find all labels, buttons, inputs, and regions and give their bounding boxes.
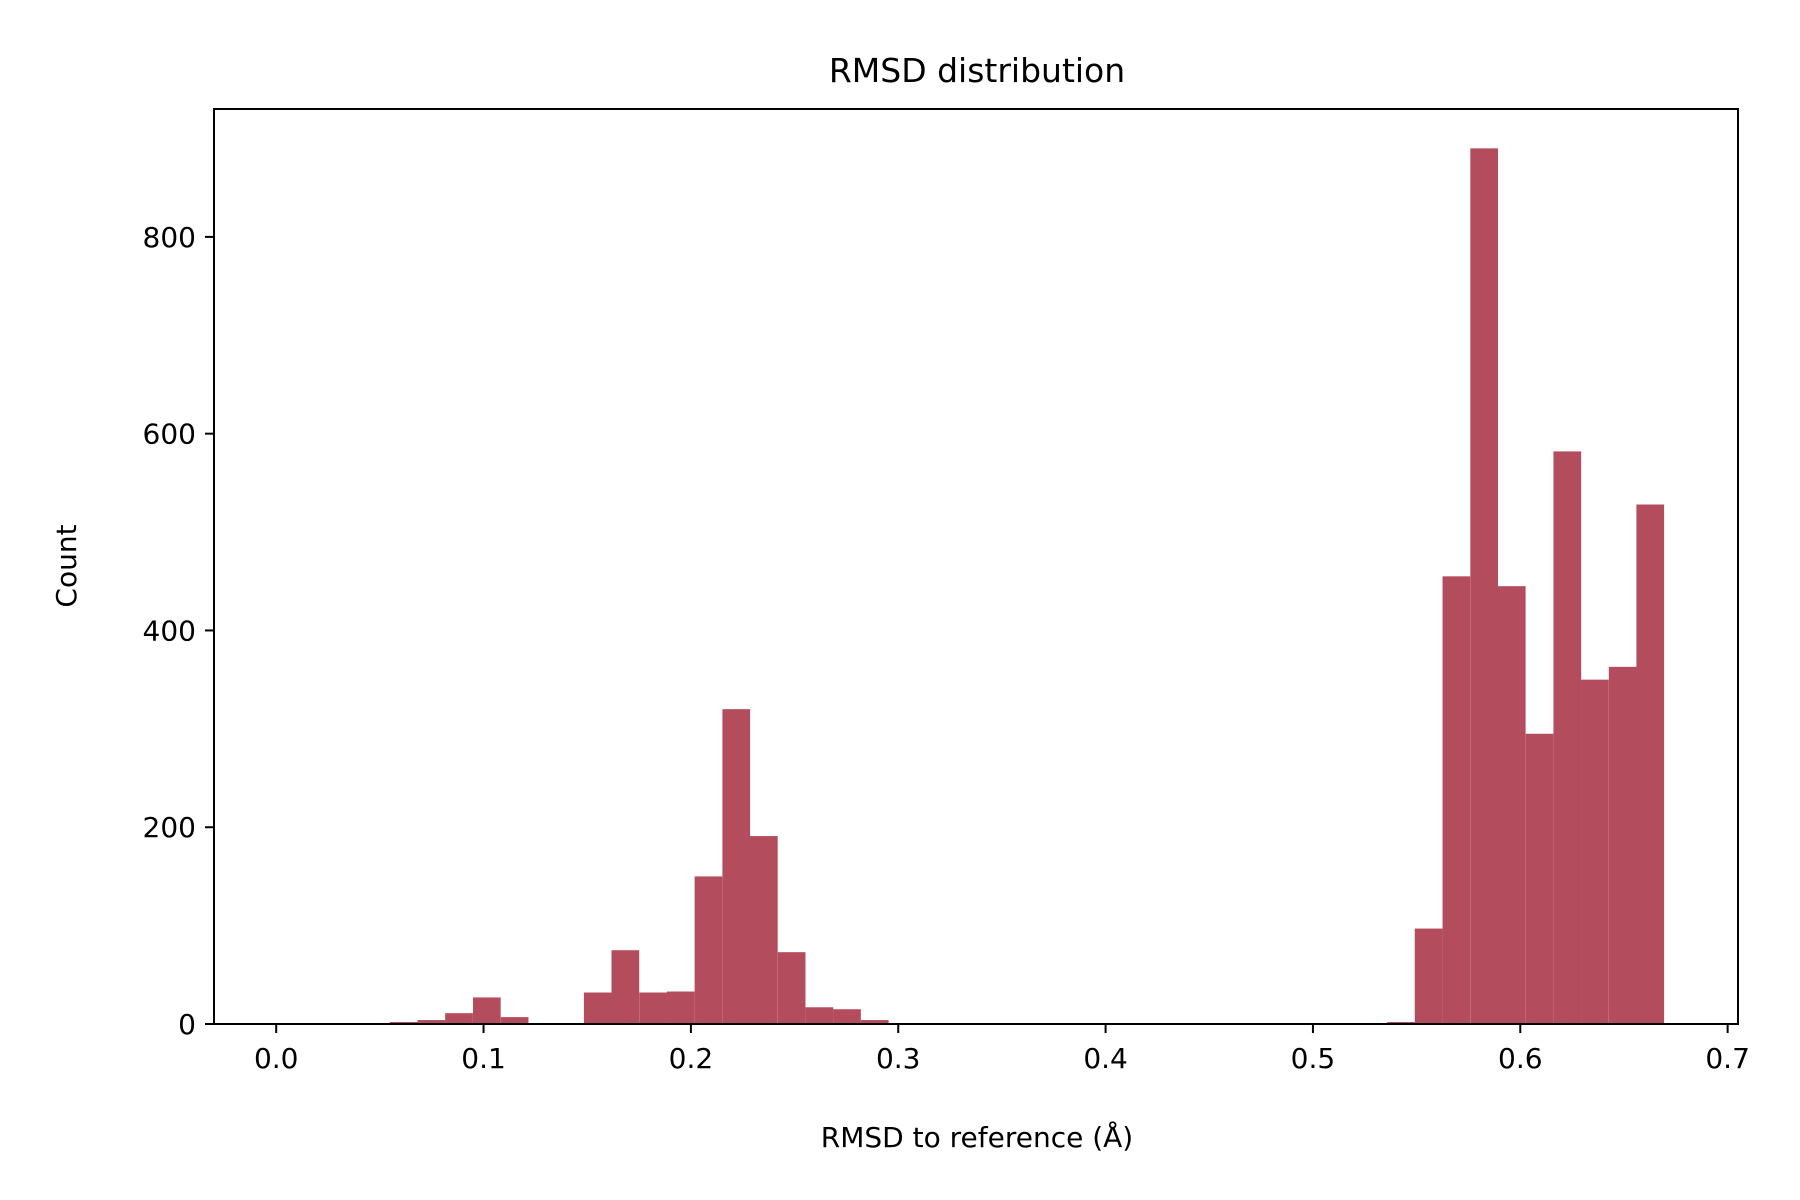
y-axis-ticks: 0 200 400 600 800 xyxy=(143,221,214,1041)
x-tick-label: 0.5 xyxy=(1291,1042,1336,1075)
x-axis-label: RMSD to reference (Å) xyxy=(821,1120,1133,1154)
y-tick-label: 0 xyxy=(178,1008,196,1041)
plot-frame xyxy=(213,108,1739,1025)
histogram-bar xyxy=(1581,679,1609,1024)
histogram-bar xyxy=(417,1020,446,1024)
histogram-bar xyxy=(1608,666,1637,1024)
y-tick-label: 200 xyxy=(143,811,196,844)
histogram-bar xyxy=(805,1007,834,1024)
x-tick-label: 0.3 xyxy=(876,1042,921,1075)
histogram-bar xyxy=(472,997,501,1024)
x-tick-label: 0.7 xyxy=(1705,1042,1750,1075)
chart-title: RMSD distribution xyxy=(829,51,1125,90)
x-axis-ticks: 0.0 0.1 0.2 0.3 0.4 0.5 0.6 0.7 xyxy=(254,1024,1750,1075)
histogram-bar xyxy=(445,1013,473,1024)
x-tick-label: 0.4 xyxy=(1083,1042,1128,1075)
x-tick-label: 0.6 xyxy=(1498,1042,1543,1075)
histogram-bar xyxy=(1442,576,1471,1024)
y-tick-label: 600 xyxy=(143,418,196,451)
y-tick-label: 400 xyxy=(143,614,196,647)
histogram-bar xyxy=(749,836,778,1024)
x-tick-label: 0.1 xyxy=(461,1042,506,1075)
x-tick-label: 0.2 xyxy=(669,1042,714,1075)
histogram-bar xyxy=(722,709,751,1024)
x-tick-label: 0.0 xyxy=(254,1042,299,1075)
y-tick-label: 800 xyxy=(143,221,196,254)
histogram-bars xyxy=(389,148,1665,1025)
histogram-bar xyxy=(1525,733,1554,1024)
histogram-bar xyxy=(1414,928,1443,1024)
histogram-bar xyxy=(1497,586,1526,1024)
histogram-bar xyxy=(694,876,723,1024)
histogram-bar xyxy=(860,1020,889,1024)
y-axis-label: Count xyxy=(50,524,83,607)
histogram-bar xyxy=(500,1017,529,1024)
histogram-bar xyxy=(777,952,806,1024)
histogram-bar xyxy=(1553,451,1582,1024)
histogram-bar xyxy=(639,992,667,1024)
histogram-bar xyxy=(611,950,640,1024)
histogram-bar xyxy=(833,1009,861,1024)
histogram-bar xyxy=(1636,504,1665,1024)
histogram-bar xyxy=(666,991,695,1024)
histogram-bar xyxy=(583,992,612,1024)
histogram-bar xyxy=(1470,148,1499,1025)
